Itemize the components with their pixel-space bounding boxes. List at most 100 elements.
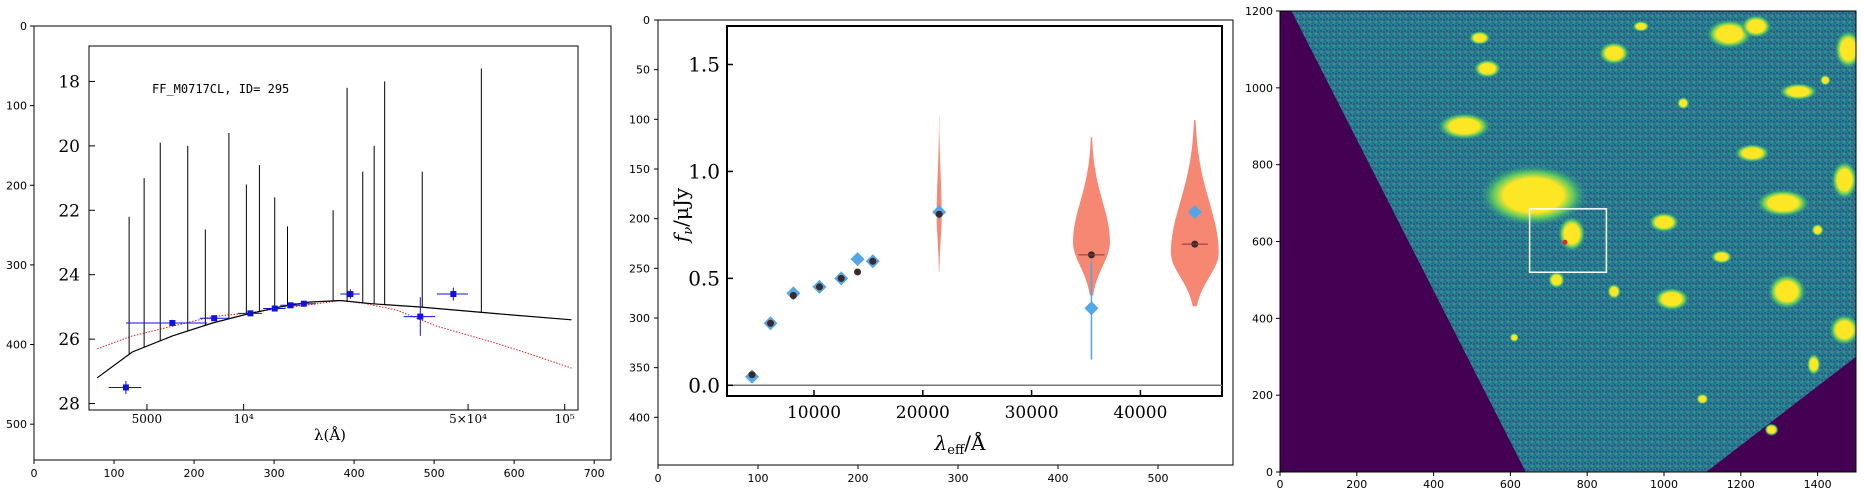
data-point-observed	[1187, 205, 1202, 220]
y-tick-label: 350	[629, 362, 650, 375]
y-tick-label: 0.5	[688, 266, 720, 290]
data-point-observed	[850, 252, 865, 267]
y-tick-label: 250	[629, 262, 650, 275]
image-source-blob	[1548, 271, 1565, 289]
image-source-blob	[1834, 30, 1856, 69]
y-tick-label: 24	[58, 266, 80, 286]
panel-middle: 0 100 200 300 400 500 0 50 100 150 200 250 300 350 40…	[629, 14, 1234, 485]
x-tick-label: 30000	[1005, 403, 1059, 423]
panel-right-x-ticks: 0 200 400 600 800 1000 1200 1400	[1277, 472, 1832, 491]
image-source-blob	[1654, 287, 1690, 311]
panel-right-y-ticks: 0 200 400 600 800 1000 1200	[1245, 5, 1280, 479]
y-tick-label: 28	[58, 395, 80, 415]
image-source-blob	[1831, 160, 1856, 200]
y-tick-label: 18	[58, 72, 80, 92]
x-tick-label: 600	[1500, 478, 1521, 491]
panel-right-image	[1280, 11, 1856, 472]
data-point	[247, 310, 254, 317]
data-point-model	[869, 257, 877, 265]
y-tick-label: 1.5	[688, 52, 720, 76]
image-source-blob	[1806, 353, 1821, 376]
x-tick-label: 100	[748, 472, 769, 485]
image-source-blob	[1479, 164, 1588, 227]
image-source-blob	[1598, 41, 1630, 65]
data-point	[122, 384, 129, 391]
x-tick-label: 5×10⁴	[449, 412, 487, 426]
y-tick-label: 26	[58, 330, 80, 350]
x-tick-label: 200	[848, 472, 869, 485]
panel-left: 0 100 200 300 400 500 600 700 0100200300400500 …	[6, 20, 612, 480]
x-tick-label: 0	[1277, 478, 1284, 491]
panel-left-marks	[96, 68, 572, 394]
data-point-observed	[1084, 301, 1099, 316]
data-point	[169, 320, 176, 327]
image-source-blob	[1764, 423, 1779, 436]
image-source-blob	[1811, 223, 1824, 237]
image-source-blob	[1437, 112, 1492, 140]
y-tick-label: 400	[1252, 312, 1273, 325]
image-source-blob	[1706, 19, 1753, 49]
data-point	[417, 313, 424, 320]
x-tick-label: 5000	[132, 412, 163, 426]
x-tick-label: 10000	[787, 403, 841, 423]
y-tick-label: 22	[58, 201, 80, 221]
y-tick-label: 200	[6, 179, 27, 192]
panel-left-outer-x-ticks: 0 100 200 300 400 500 600 700	[31, 460, 605, 480]
x-tick-label: 400	[1423, 478, 1444, 491]
panel-middle-outer-y-ticks: 0 50 100 150 200 250 300 350 400	[629, 14, 658, 424]
x-tick-label: 0	[31, 467, 38, 480]
y-tick-label: 150	[629, 163, 650, 176]
image-source-blob	[1767, 273, 1807, 310]
y-tick-label: 800	[1252, 159, 1273, 172]
posterior-violin	[1073, 137, 1110, 296]
image-source-blob	[1740, 14, 1772, 38]
x-tick-label: 10⁴	[234, 412, 254, 426]
panel-middle-inner-x-ticks: 10000 20000 30000 40000	[787, 390, 1167, 423]
series-line-red-model	[97, 299, 572, 369]
image-source-blob	[1710, 249, 1733, 264]
x-tick-label: 100	[104, 467, 125, 480]
image-source-blob	[1696, 393, 1709, 405]
x-tick-label: 10⁵	[555, 412, 575, 426]
panel-left-outer-y-ticks: 0 100 200 300 400 500	[6, 20, 34, 431]
y-tick-label: 500	[6, 418, 27, 431]
x-tick-label: 1400	[1804, 478, 1832, 491]
y-tick-label: 200	[629, 213, 650, 226]
data-point	[347, 291, 354, 298]
panel-middle-x-axis-label: λeff/Å	[934, 430, 986, 458]
image-source-blob	[1473, 59, 1502, 78]
image-source-blob	[1558, 216, 1586, 252]
x-tick-label: 40000	[1113, 403, 1167, 423]
y-tick-label: 0	[643, 14, 650, 27]
data-point	[450, 291, 457, 298]
x-tick-label: 400	[1048, 472, 1069, 485]
panel-middle-y-axis-label: fν/μJy	[669, 187, 696, 244]
data-point-model	[789, 291, 797, 299]
x-tick-label: 300	[264, 467, 285, 480]
y-tick-label: 0	[20, 20, 27, 33]
y-tick-label: 1.0	[688, 159, 720, 183]
x-tick-label: 1000	[1650, 478, 1678, 491]
y-tick-label: 1200	[1245, 5, 1273, 18]
panel-left-inner-x-ticks: 5000 10⁴ 5×10⁴ 10⁵	[132, 404, 575, 426]
image-source-blob	[1468, 30, 1491, 45]
posterior-violin	[936, 115, 942, 272]
y-tick-label: 0	[1266, 466, 1273, 479]
panel-left-inner-y-ticks: 18 20 22 24 26 28	[58, 72, 95, 415]
data-point-model	[935, 210, 943, 218]
data-point	[287, 302, 294, 309]
y-tick-label: 400	[6, 339, 27, 352]
x-tick-label: 500	[1148, 472, 1169, 485]
x-tick-label: 200	[184, 467, 205, 480]
x-tick-label: 1200	[1727, 478, 1755, 491]
target-source-marker	[1562, 239, 1568, 245]
image-source-blob	[1756, 189, 1810, 217]
y-tick-label: 200	[1252, 389, 1273, 402]
panel-left-x-axis-label: λ(Å)	[314, 426, 346, 444]
x-tick-label: 400	[344, 467, 365, 480]
image-source-blob	[1734, 143, 1770, 163]
y-tick-label: 600	[1252, 236, 1273, 249]
data-point-model	[748, 371, 756, 379]
image-source-blob	[1819, 74, 1831, 86]
cutout-box	[1528, 208, 1608, 273]
